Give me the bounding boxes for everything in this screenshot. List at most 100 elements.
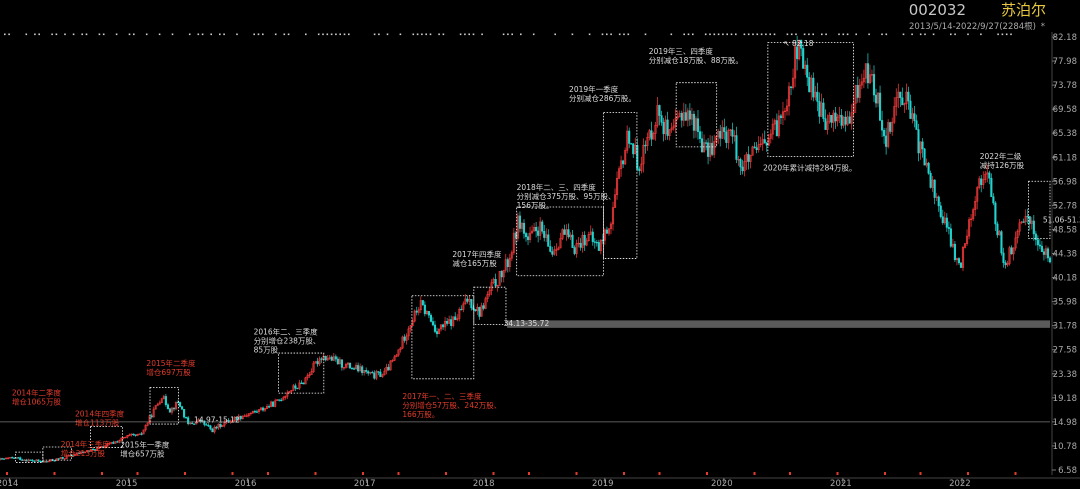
y-tick-label: 35.98: [1053, 298, 1077, 308]
bottom-marker: [53, 472, 56, 475]
candle: [889, 121, 892, 134]
stock-name: 苏泊尔: [1001, 1, 1046, 19]
candle-body: [879, 92, 882, 121]
candle: [132, 433, 135, 436]
annotation-text: 2014年三季度增仓213万股: [61, 439, 111, 458]
candle-body: [978, 178, 981, 188]
candle-body: [808, 77, 811, 93]
candle-body: [193, 423, 196, 425]
candle: [1042, 248, 1045, 261]
candle-body: [814, 91, 817, 98]
candle-body: [1012, 247, 1015, 255]
candle: [531, 225, 534, 234]
candle: [112, 440, 115, 444]
candle: [268, 404, 271, 409]
candle: [490, 279, 493, 296]
candle: [593, 238, 596, 249]
candle-body: [187, 417, 190, 424]
candle-body: [348, 362, 352, 369]
candle-body: [917, 129, 920, 154]
candle: [678, 110, 681, 118]
candle-body: [484, 298, 487, 309]
candle: [951, 238, 954, 248]
candle: [114, 441, 117, 444]
candle: [355, 362, 358, 370]
candle: [533, 222, 536, 232]
candle: [365, 367, 368, 374]
candle-body: [395, 354, 398, 358]
candle-body: [854, 85, 857, 104]
y-tick-label: 61.18: [1053, 153, 1077, 163]
candle: [239, 415, 242, 421]
candle-body: [737, 159, 740, 161]
candle: [185, 416, 188, 419]
candle-body: [599, 239, 602, 251]
candle: [670, 122, 673, 133]
level-label: 34.13-35.72: [504, 319, 550, 328]
candle-body: [771, 123, 774, 135]
candle-body: [565, 229, 568, 235]
candle-body: [711, 142, 714, 155]
candle-body: [1030, 220, 1033, 224]
candle: [197, 417, 200, 423]
candle: [816, 82, 819, 112]
candle: [249, 412, 252, 416]
candle-body: [743, 161, 746, 172]
candle: [0, 457, 2, 461]
candle: [622, 159, 625, 168]
candle: [168, 407, 171, 413]
candle: [755, 141, 758, 154]
candle-body: [761, 139, 764, 145]
candle-body: [838, 114, 841, 118]
candle-body: [128, 434, 131, 436]
candle: [822, 98, 825, 122]
candle: [905, 83, 908, 110]
event-dot: [902, 33, 905, 36]
candle-body: [94, 449, 97, 452]
candle-body: [680, 113, 683, 121]
candle-body: [844, 116, 847, 125]
candle: [134, 434, 137, 437]
candle-body: [21, 459, 24, 461]
candle: [120, 437, 123, 441]
candle-body: [660, 115, 663, 123]
y-tick-label: 19.18: [1053, 394, 1077, 404]
candle: [437, 328, 441, 335]
candle-body: [976, 187, 979, 202]
candle-body: [124, 436, 127, 439]
x-tick-label: 2018: [473, 479, 495, 489]
candle-body: [373, 372, 376, 379]
event-dot: [911, 33, 913, 36]
candle-body: [162, 396, 165, 400]
candle: [98, 447, 101, 450]
candle: [195, 420, 198, 425]
candle-body: [832, 112, 835, 123]
candle: [336, 356, 339, 365]
candle-body: [919, 141, 922, 154]
candle: [124, 436, 127, 439]
candle-body: [154, 405, 157, 410]
candle: [89, 448, 93, 452]
annotation-line: 分别增仓238万股、: [254, 336, 321, 346]
candle-body: [810, 77, 813, 93]
event-dot: [532, 33, 535, 36]
candle: [856, 76, 859, 103]
candle: [522, 219, 526, 239]
candle-body: [31, 459, 34, 462]
candle: [575, 239, 578, 258]
candle-body: [787, 86, 791, 107]
candle-body: [181, 406, 184, 410]
annotation-text: 2017年一、二、三季度分别增仓57万股、242万股、 166万股。: [402, 391, 501, 419]
candle-body: [852, 102, 855, 113]
candle: [407, 326, 410, 341]
candle-body: [727, 129, 730, 143]
event-dot: [511, 33, 513, 36]
candle: [474, 309, 477, 312]
candle-body: [781, 111, 784, 118]
candle-body: [207, 424, 210, 427]
candle-body: [419, 300, 422, 311]
event-dot: [335, 33, 337, 36]
candle: [834, 106, 837, 129]
annotation-line: 增仓113万股: [75, 418, 120, 428]
candle: [1010, 245, 1013, 255]
